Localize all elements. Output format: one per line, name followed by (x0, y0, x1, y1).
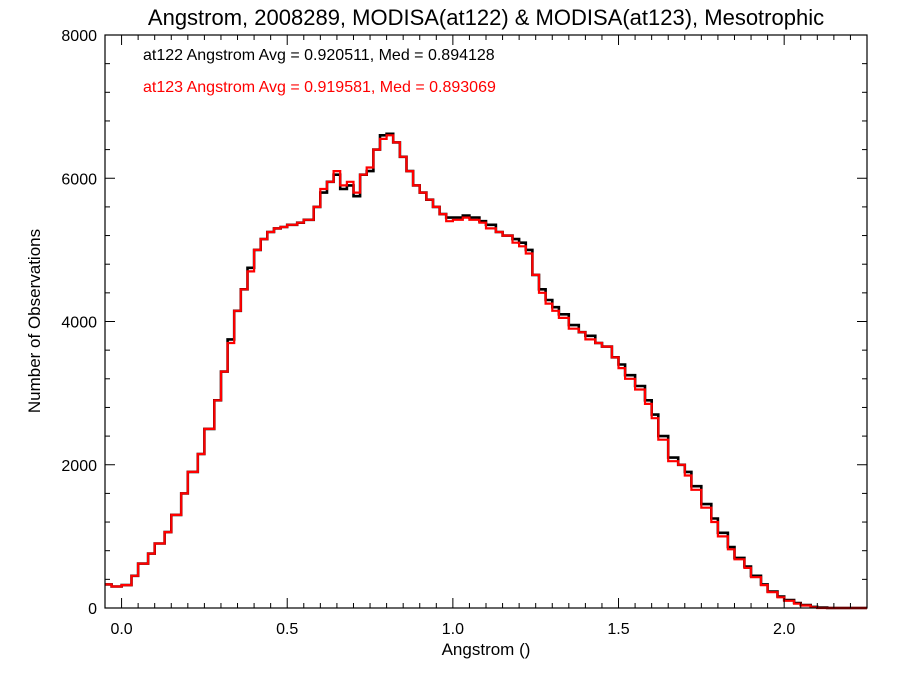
plot-frame (104, 34, 868, 609)
y-axis-label: Number of Observations (25, 229, 44, 413)
y-tick-label: 8000 (61, 28, 97, 45)
x-axis-label: Angstrom () (442, 640, 531, 659)
axis-ticks: 0.0 0.5 1.0 1.5 2.0 0 2000 4000 6000 8000 (61, 28, 868, 638)
y-tick-label: 0 (88, 601, 97, 618)
legend-entry-at122: at122 Angstrom Avg = 0.920511, Med = 0.8… (143, 47, 495, 64)
chart-title: Angstrom, 2008289, MODISA(at122) & MODIS… (148, 5, 824, 30)
y-tick-label: 2000 (61, 458, 97, 475)
series-line-at123 (105, 134, 867, 610)
x-tick-label: 1.5 (607, 621, 629, 638)
x-tick-label: 2.0 (773, 621, 795, 638)
x-tick-label: 0.0 (110, 621, 132, 638)
x-tick-label: 0.5 (276, 621, 298, 638)
series-layer (105, 132, 867, 610)
legend-entry-at123: at123 Angstrom Avg = 0.919581, Med = 0.8… (143, 79, 496, 96)
series-line-at122 (105, 132, 867, 610)
y-tick-label: 4000 (61, 315, 97, 332)
x-tick-label: 1.0 (442, 621, 464, 638)
y-tick-label: 6000 (61, 171, 97, 188)
